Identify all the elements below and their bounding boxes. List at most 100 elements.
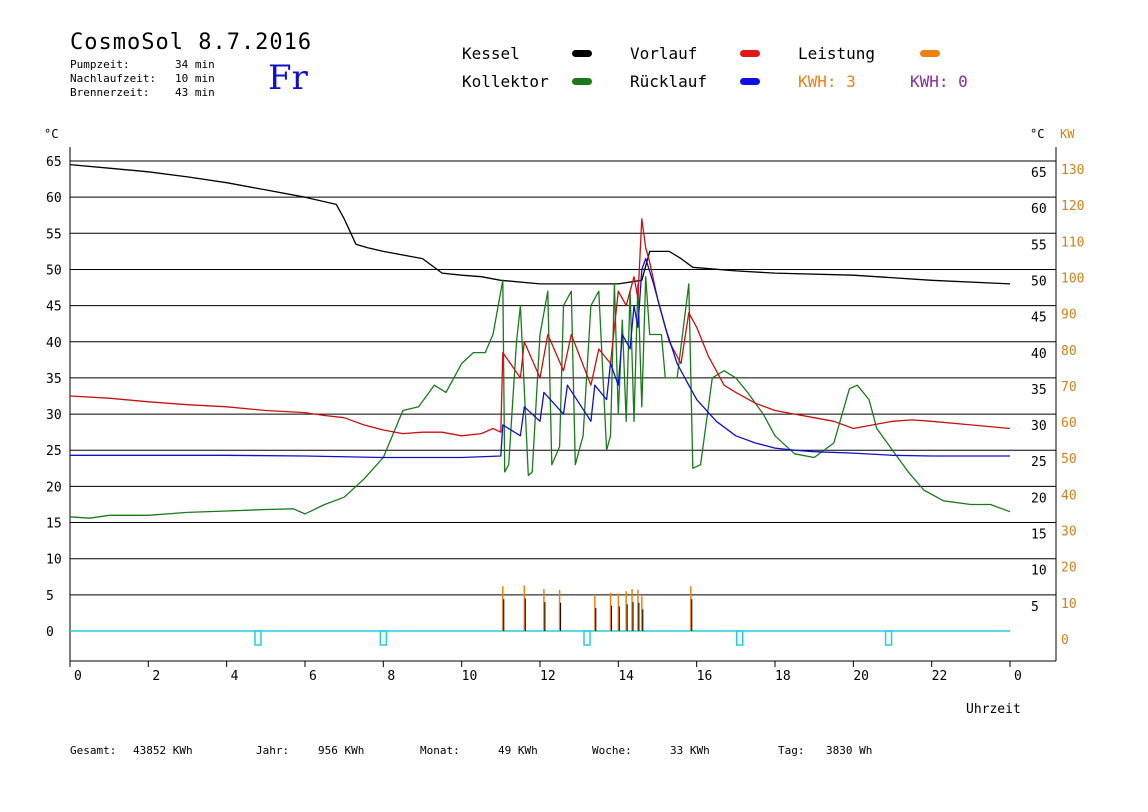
y-tick-label-power-20: 20 bbox=[1061, 561, 1077, 576]
y-tick-label-right-5: 5 bbox=[1031, 600, 1039, 615]
legend-label-kollektor: Kollektor bbox=[462, 72, 549, 91]
y-tick-label-left-45: 45 bbox=[46, 300, 62, 315]
y-tick-label-power-110: 110 bbox=[1061, 235, 1084, 250]
x-tick-label-7: 14 bbox=[618, 669, 634, 684]
legend-label-kessel: Kessel bbox=[462, 44, 520, 63]
y-tick-label-left-40: 40 bbox=[46, 336, 62, 351]
y-tick-label-left-20: 20 bbox=[46, 480, 62, 495]
legend-swatch-vorlauf bbox=[740, 50, 760, 57]
legend-swatch-kollektor bbox=[572, 78, 592, 85]
y-tick-label-power-10: 10 bbox=[1061, 597, 1077, 612]
x-tick-label-8: 16 bbox=[697, 669, 713, 684]
pump-marker-4 bbox=[884, 630, 893, 646]
y-axis-unit-left: °C bbox=[44, 127, 59, 141]
pump-marker-1 bbox=[379, 630, 388, 646]
y-tick-label-right-20: 20 bbox=[1031, 491, 1047, 506]
stat-value-brennerzeit: 43 min bbox=[175, 86, 215, 99]
series-line-vorlauf bbox=[69, 218, 1011, 437]
footer-monat-value: 49 KWh bbox=[498, 744, 538, 757]
y-tick-label-power-40: 40 bbox=[1061, 488, 1077, 503]
stat-value-pumpzeit: 34 min bbox=[175, 58, 215, 71]
y-tick-label-power-120: 120 bbox=[1061, 199, 1084, 214]
series-line-ruecklauf bbox=[70, 257, 1010, 459]
legend-label-vorlauf: Vorlauf bbox=[630, 44, 698, 63]
pump-marker-3 bbox=[736, 630, 744, 646]
footer-tag-label: Tag: bbox=[778, 744, 805, 757]
y-tick-label-power-100: 100 bbox=[1061, 271, 1084, 286]
y-tick-label-power-130: 130 bbox=[1061, 163, 1084, 178]
legend-kwh-solar: KWH: 3 bbox=[798, 72, 856, 91]
y-tick-label-right-55: 55 bbox=[1031, 238, 1047, 253]
y-axis-unit-right-power: KW bbox=[1060, 127, 1075, 141]
x-tick-label-12: 0 bbox=[1014, 669, 1022, 684]
chart-title: CosmoSol 8.7.2016 bbox=[70, 30, 313, 55]
y-axis-unit-right-temp: °C bbox=[1030, 127, 1045, 141]
legend-swatch-leistung bbox=[920, 50, 940, 57]
footer-gesamt-value: 43852 KWh bbox=[133, 744, 193, 757]
footer-monat-label: Monat: bbox=[420, 744, 460, 757]
x-axis-label: Uhrzeit bbox=[966, 702, 1021, 717]
y-tick-label-power-90: 90 bbox=[1061, 308, 1077, 323]
y-tick-label-power-70: 70 bbox=[1061, 380, 1077, 395]
footer-woche-label: Woche: bbox=[592, 744, 632, 757]
y-tick-label-left-10: 10 bbox=[46, 553, 62, 568]
stat-label-nachlaufzeit: Nachlaufzeit: bbox=[70, 72, 157, 85]
x-tick-label-11: 22 bbox=[932, 669, 948, 684]
legend-swatch-kessel bbox=[572, 50, 592, 57]
y-tick-label-left-0: 0 bbox=[46, 625, 54, 640]
stat-label-pumpzeit: Pumpzeit: bbox=[70, 58, 130, 71]
pump-marker-2 bbox=[583, 630, 591, 646]
legend-kwh-burner: KWH: 0 bbox=[910, 72, 968, 91]
y-tick-label-right-40: 40 bbox=[1031, 347, 1047, 362]
x-tick-label-3: 6 bbox=[309, 669, 317, 684]
x-tick-label-1: 2 bbox=[152, 669, 160, 684]
chart-axes bbox=[69, 147, 1057, 667]
x-tick-label-10: 20 bbox=[853, 669, 869, 684]
y-tick-label-right-25: 25 bbox=[1031, 455, 1047, 470]
legend-label-leistung: Leistung bbox=[798, 44, 876, 63]
y-tick-label-power-80: 80 bbox=[1061, 344, 1077, 359]
series-line-kollektor bbox=[69, 276, 1011, 519]
y-tick-label-left-55: 55 bbox=[46, 227, 62, 242]
y-tick-label-right-60: 60 bbox=[1031, 202, 1047, 217]
legend-swatch-ruecklauf bbox=[740, 78, 760, 85]
weekday-label: Fr bbox=[268, 58, 308, 98]
chart-series bbox=[69, 163, 1011, 646]
y-tick-label-right-15: 15 bbox=[1031, 528, 1047, 543]
x-tick-label-2: 4 bbox=[231, 669, 239, 684]
x-tick-label-6: 12 bbox=[540, 669, 556, 684]
stat-label-brennerzeit: Brennerzeit: bbox=[70, 86, 150, 99]
legend-label-ruecklauf: Rücklauf bbox=[630, 72, 708, 91]
x-tick-label-5: 10 bbox=[462, 669, 478, 684]
y-tick-label-right-10: 10 bbox=[1031, 564, 1047, 579]
stat-value-nachlaufzeit: 10 min bbox=[175, 72, 215, 85]
y-tick-label-power-30: 30 bbox=[1061, 525, 1077, 540]
y-tick-label-left-65: 65 bbox=[46, 155, 62, 170]
chart-grid bbox=[70, 160, 1056, 596]
x-tick-label-4: 8 bbox=[387, 669, 395, 684]
y-tick-label-power-50: 50 bbox=[1061, 452, 1077, 467]
y-tick-label-left-30: 30 bbox=[46, 408, 62, 423]
y-tick-label-right-35: 35 bbox=[1031, 383, 1047, 398]
y-tick-label-right-65: 65 bbox=[1031, 166, 1047, 181]
footer-jahr-value: 956 KWh bbox=[318, 744, 365, 757]
y-tick-label-left-25: 25 bbox=[46, 444, 62, 459]
x-tick-label-9: 18 bbox=[775, 669, 791, 684]
footer-jahr-label: Jahr: bbox=[256, 744, 290, 757]
y-tick-label-left-50: 50 bbox=[46, 263, 62, 278]
footer-gesamt-label: Gesamt: bbox=[70, 744, 117, 757]
y-tick-label-right-45: 45 bbox=[1031, 311, 1047, 326]
x-tick-label-0: 0 bbox=[74, 669, 82, 684]
y-tick-label-power-60: 60 bbox=[1061, 416, 1077, 431]
y-tick-label-left-5: 5 bbox=[46, 589, 54, 604]
pump-marker-0 bbox=[254, 630, 262, 646]
y-tick-label-left-60: 60 bbox=[46, 191, 62, 206]
series-line-kessel bbox=[69, 163, 1011, 285]
footer-tag-value: 3830 Wh bbox=[826, 744, 873, 757]
y-tick-label-left-35: 35 bbox=[46, 372, 62, 387]
y-tick-label-power-0: 0 bbox=[1061, 633, 1069, 648]
y-tick-label-right-50: 50 bbox=[1031, 274, 1047, 289]
y-tick-label-left-15: 15 bbox=[46, 517, 62, 532]
